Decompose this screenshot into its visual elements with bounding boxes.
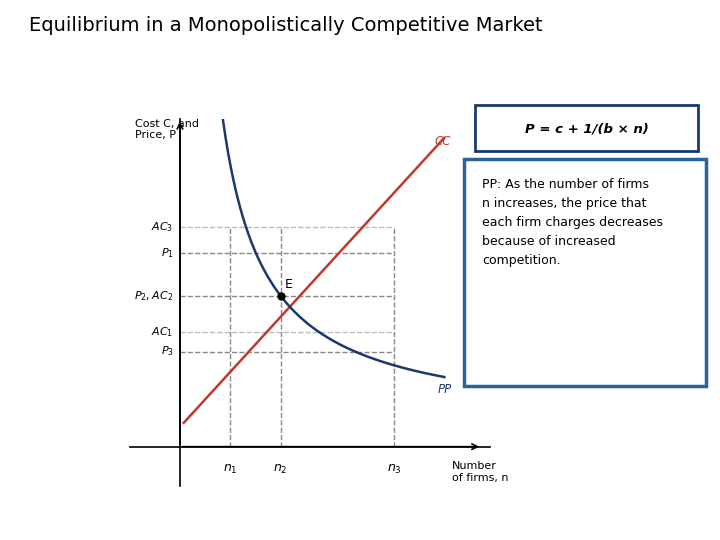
- Text: Cost C, and
Price, P: Cost C, and Price, P: [135, 119, 199, 140]
- Text: $P_3$: $P_3$: [161, 345, 174, 359]
- Text: $AC_3$: $AC_3$: [151, 220, 174, 234]
- Text: $AC_1$: $AC_1$: [151, 325, 174, 339]
- Text: E: E: [284, 278, 292, 291]
- Text: CC: CC: [434, 136, 451, 148]
- Text: PP: As the number of firms
n increases, the price that
each firm charges decreas: PP: As the number of firms n increases, …: [482, 178, 663, 267]
- Text: $n_1$: $n_1$: [223, 463, 238, 476]
- Text: Number
of firms, n: Number of firms, n: [452, 461, 508, 483]
- Text: PP: PP: [438, 383, 452, 396]
- Text: $n_2$: $n_2$: [274, 463, 288, 476]
- Text: $P_1$: $P_1$: [161, 246, 174, 260]
- Text: P = c + 1/(b × n): P = c + 1/(b × n): [525, 122, 649, 135]
- Text: $n_3$: $n_3$: [387, 463, 401, 476]
- Text: $P_2, AC_2$: $P_2, AC_2$: [135, 289, 174, 303]
- Text: Equilibrium in a Monopolistically Competitive Market: Equilibrium in a Monopolistically Compet…: [29, 16, 542, 35]
